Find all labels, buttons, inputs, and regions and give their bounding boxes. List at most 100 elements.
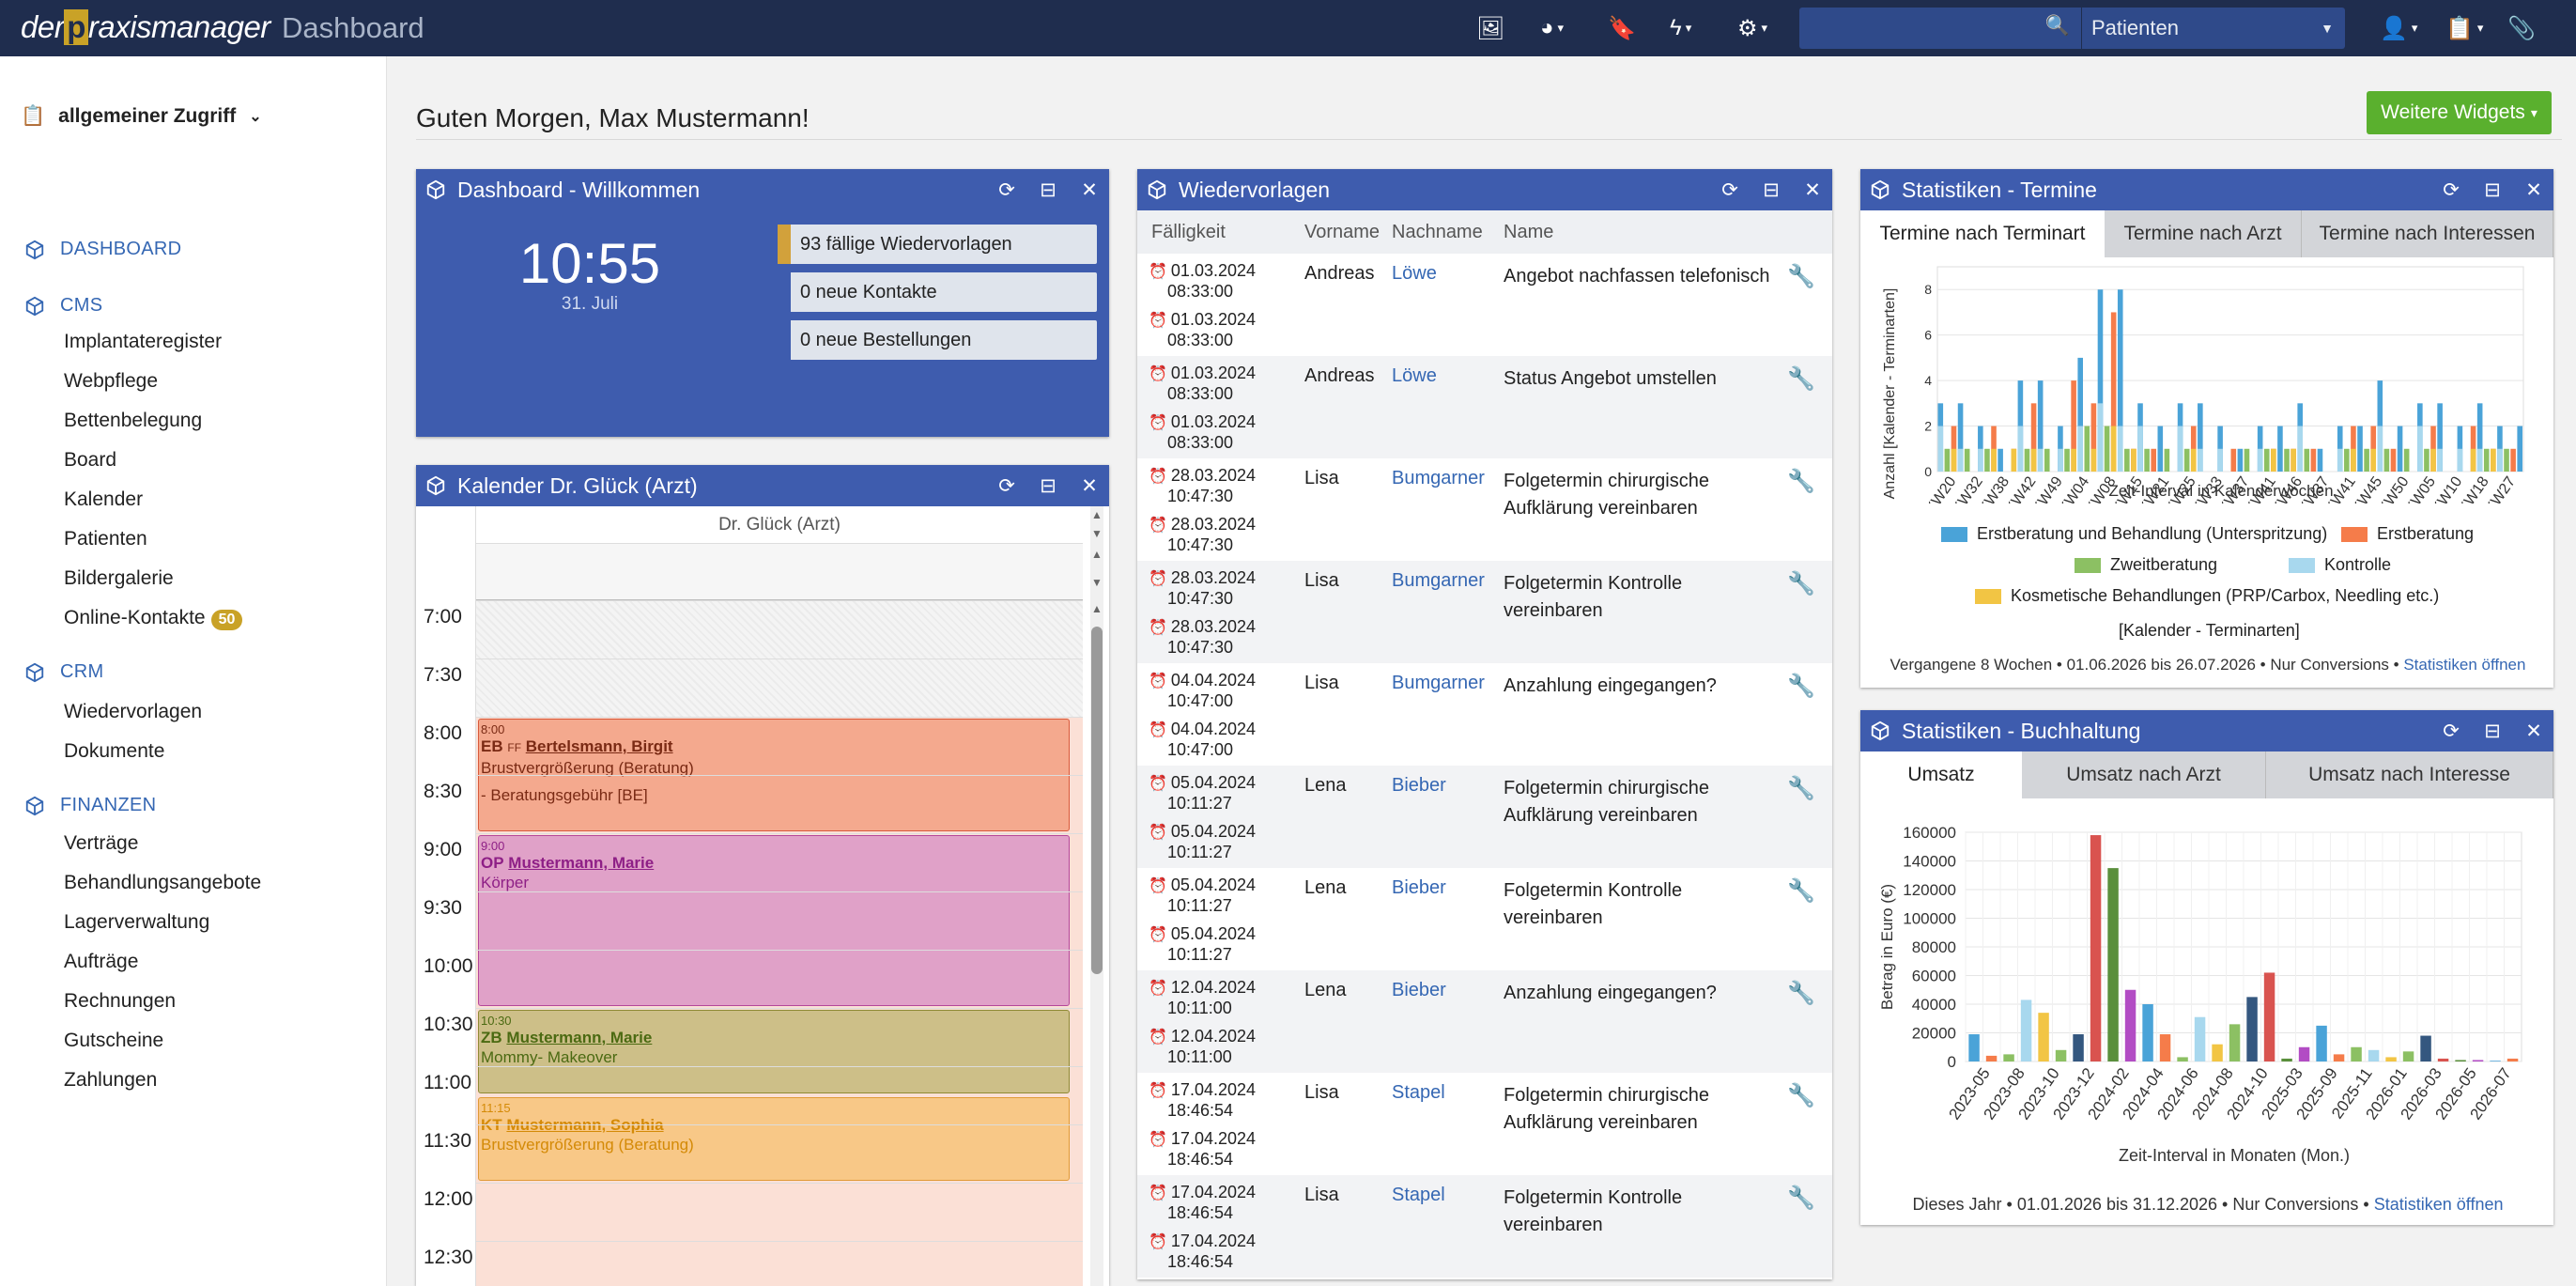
stat-new-orders[interactable]: 0 neue Bestellungen [778,320,1097,360]
bar-erstberatung[interactable] [2017,380,2024,472]
bar-kontrolle[interactable] [2097,403,2104,472]
last-name-link[interactable]: Löwe [1392,365,1437,386]
bar-zweitberatung[interactable] [2124,448,2130,472]
bar-kosmetische[interactable] [2190,448,2197,472]
legend-item[interactable]: Erstberatung und Behandlung (Unterspritz… [1941,524,2327,544]
bar-kosmetische[interactable] [2030,448,2037,472]
bar-kosmetische[interactable] [1991,448,1997,472]
all-day-area[interactable] [476,544,1083,600]
bar-erstberatung[interactable] [2157,426,2164,472]
bar-erstberatung[interactable] [2230,448,2237,472]
sidebar-item-rechnungen[interactable]: Rechnungen [64,990,176,1013]
bar-kosmetische[interactable] [2071,448,2076,472]
column-header-firstname[interactable]: Vorname [1304,222,1381,242]
bar-kosmetische[interactable] [2090,448,2097,472]
bar-2026-02[interactable] [2420,1035,2431,1061]
wrench-icon[interactable]: 🔧 [1787,1083,1815,1108]
bar-zweitberatung[interactable] [2424,448,2429,472]
refresh-icon[interactable]: ⟳ [998,474,1015,497]
app-logo[interactable]: derpraxismanager [21,9,270,45]
calendar-event[interactable]: 9:00 OP Mustermann, Marie Körper [478,835,1070,1006]
bar-kontrolle[interactable] [2437,448,2443,472]
calendar-event[interactable]: 11:15 KT Mustermann, Sophia Brustvergrößer… [478,1097,1070,1181]
sidebar-section-finanzen[interactable]: FINANZEN [24,795,156,816]
chevron-down-icon[interactable]: ▼ [1091,527,1103,540]
bar-2024-02[interactable] [2124,989,2136,1061]
search-icon[interactable]: 🔍 [2044,15,2070,37]
bar-zweitberatung[interactable] [2304,448,2310,472]
sidebar-item-kalender[interactable]: Kalender [64,488,143,511]
last-name-link[interactable]: Bieber [1392,980,1446,1000]
search-scope-select[interactable]: Patienten ▼ [2082,8,2345,49]
bar-zweitberatung[interactable] [2364,448,2369,472]
image-icon[interactable]: 🖼 [1476,15,1505,41]
paperclip-icon[interactable]: 📎 [2507,15,2536,41]
bar-2023-09[interactable] [2038,1013,2049,1061]
sidebar-item-bildergalerie[interactable]: Bildergalerie [64,567,174,590]
bar-erstberatung[interactable] [2517,426,2522,472]
sidebar-item-aufträge[interactable]: Aufträge [64,951,138,973]
refresh-icon[interactable]: ⟳ [998,178,1015,201]
wrench-icon[interactable]: 🔧 [1787,366,1815,392]
bar-kosmetische[interactable] [2271,448,2276,472]
last-name-link[interactable]: Bieber [1392,775,1446,796]
last-name-link[interactable]: Bumgarner [1392,570,1485,591]
bar-erstberatung[interactable] [2317,448,2323,472]
bar-kosmetische[interactable] [2291,448,2296,472]
bar-kosmetische[interactable] [2351,448,2356,472]
bar-zweitberatung[interactable] [2344,448,2350,472]
minimize-icon[interactable]: ⊟ [1763,178,1780,201]
bar-zweitberatung[interactable] [2144,448,2150,472]
table-row[interactable]: ⏰ 28.03.2024 10:47:30 ⏰ 28.03.2024 10:47:30 Li… [1137,561,1832,663]
bar-2024-05[interactable] [2177,1057,2188,1061]
bar-kontrolle[interactable] [2137,426,2143,472]
bar-erstberatung[interactable] [2090,403,2097,472]
last-name-link[interactable]: Bumgarner [1392,673,1485,693]
more-widgets-button[interactable]: Weitere Widgets ▾ [2367,91,2552,134]
wrench-icon[interactable]: 🔧 [1787,264,1815,289]
sidebar-item-implantateregister[interactable]: Implantateregister [64,331,222,353]
bar-erstberatung[interactable] [2151,448,2156,472]
sidebar-section-cms[interactable]: CMS [24,295,102,317]
column-header-lastname[interactable]: Nachname [1392,222,1483,242]
table-row[interactable]: ⏰ 12.04.2024 10:11:00 ⏰ 12.04.2024 10:11:00 Le… [1137,970,1832,1073]
bar-kontrolle[interactable] [2017,426,2024,472]
last-name-link[interactable]: Stapel [1392,1185,1445,1205]
chevron-up-icon[interactable]: ▲ [1091,548,1103,561]
chevron-down-icon[interactable]: ▼ [1091,576,1103,589]
bar-kontrolle[interactable] [2337,448,2343,472]
bar-2023-05[interactable] [1968,1034,1980,1061]
bar-2023-12[interactable] [2090,835,2102,1061]
bar-kosmetische[interactable] [2491,448,2496,472]
bar-erstberatung[interactable] [1998,448,2003,472]
bar-kontrolle[interactable] [1978,448,1983,472]
bar-2024-08[interactable] [2229,1024,2241,1061]
bar-kontrolle[interactable] [2457,448,2463,472]
sidebar-section-crm[interactable]: CRM [24,661,103,683]
bar-kontrolle[interactable] [2037,448,2044,472]
bar-zweitberatung[interactable] [2164,448,2170,472]
minimize-icon[interactable]: ⊟ [1040,474,1057,497]
bar-2023-10[interactable] [2055,1049,2067,1061]
bar-2024-03[interactable] [2142,1004,2153,1061]
bar-2023-07[interactable] [2003,1054,2014,1061]
bar-zweitberatung[interactable] [2403,448,2410,472]
bar-zweitberatung[interactable] [2263,448,2270,472]
bar-kontrolle[interactable] [2198,448,2203,472]
bar-2026-05[interactable] [2472,1060,2484,1061]
last-name-link[interactable]: Stapel [1392,1082,1445,1103]
bar-kontrolle[interactable] [2497,448,2503,472]
bar-kontrolle[interactable] [2217,448,2223,472]
last-name-link[interactable]: Bumgarner [1392,468,1485,488]
event-patient[interactable]: Bertelsmann, Birgit [525,737,673,755]
calendar-event[interactable]: 10:30 ZB Mustermann, Marie Mommy- Makeover [478,1010,1070,1093]
bolt-icon[interactable]: ϟ ▾ [1670,15,1692,40]
bar-erstberatung[interactable] [1957,403,1964,472]
wrench-icon[interactable]: 🔧 [1787,878,1815,904]
legend-item[interactable]: Zweitberatung [2075,555,2217,575]
bar-kontrolle[interactable] [2077,426,2083,472]
bar-2024-06[interactable] [2194,1016,2206,1061]
bar-2026-07[interactable] [2507,1058,2519,1061]
bar-kontrolle[interactable] [2257,448,2263,472]
bar-erstberatung[interactable] [2077,357,2083,472]
